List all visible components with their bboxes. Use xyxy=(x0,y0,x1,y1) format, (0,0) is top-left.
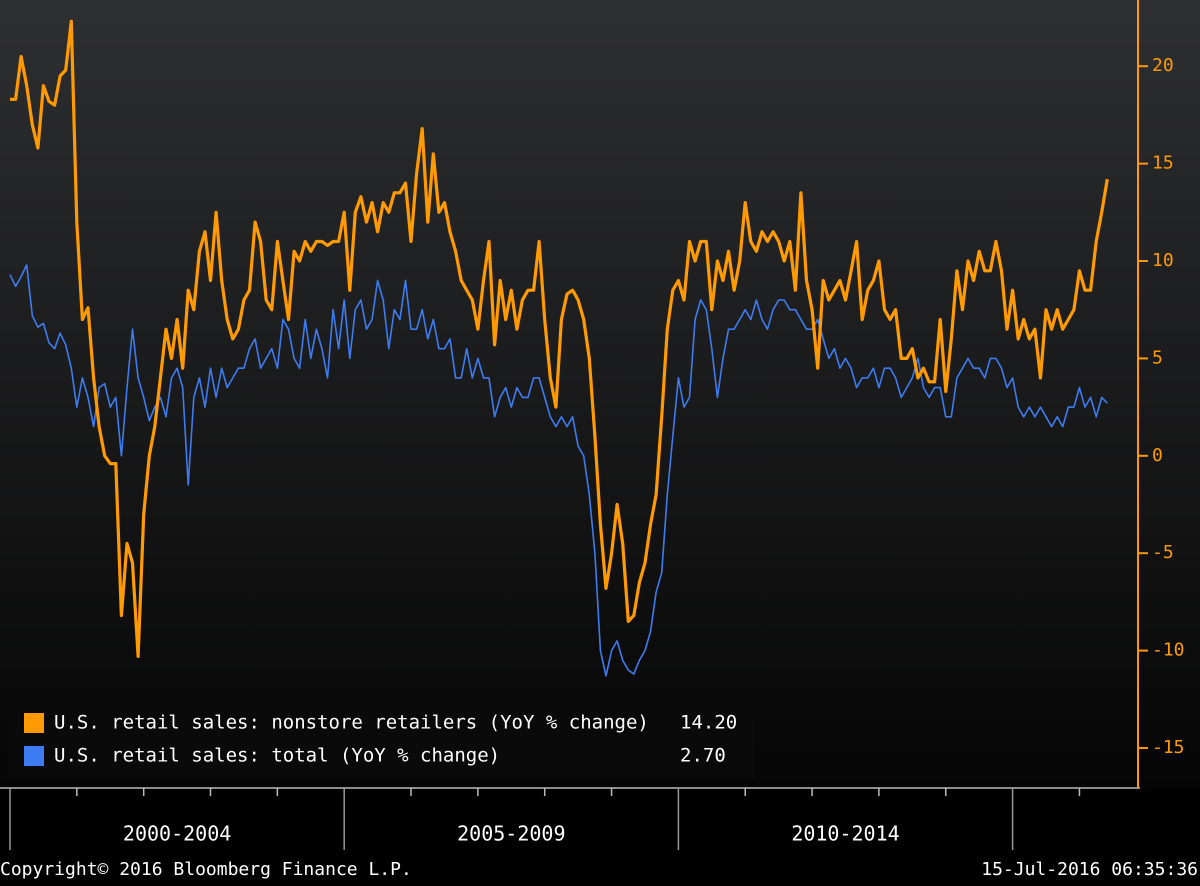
legend-value: 14.20 xyxy=(680,712,737,734)
legend-value: 2.70 xyxy=(680,745,726,767)
y-tick-label: 10 xyxy=(1152,250,1174,271)
legend-swatch xyxy=(24,713,44,733)
series-line xyxy=(9,264,1108,677)
legend-label: U.S. retail sales: total (YoY % change) xyxy=(54,745,500,767)
legend-label: U.S. retail sales: nonstore retailers (Y… xyxy=(54,712,649,734)
timestamp: 15-Jul-2016 06:35:36 xyxy=(981,859,1198,880)
y-tick-label: 5 xyxy=(1152,347,1163,368)
y-tick-label: -15 xyxy=(1152,737,1185,758)
y-tick-label: -5 xyxy=(1152,542,1174,563)
copyright: Copyright© 2016 Bloomberg Finance L.P. xyxy=(0,859,412,880)
legend-box xyxy=(8,692,755,778)
y-tick-label: 15 xyxy=(1152,153,1174,174)
x-period-label: 2005-2009 xyxy=(457,822,565,846)
plot-background xyxy=(0,0,1200,788)
x-period-label: 2010-2014 xyxy=(791,822,899,846)
axis-background xyxy=(0,788,1200,886)
legend: U.S. retail sales: nonstore retailers (Y… xyxy=(8,692,755,778)
lines xyxy=(9,19,1109,677)
legend-swatch xyxy=(24,746,44,766)
y-axis-group: 20 15 10 5 0 -5 -10 -15 2000-2004 2005-2009 2010-2… xyxy=(9,0,1185,850)
x-period-label: 2000-2004 xyxy=(123,822,231,846)
y-tick-label: 0 xyxy=(1152,445,1163,466)
series-line xyxy=(10,19,1109,658)
y-tick-label: 20 xyxy=(1152,55,1174,76)
y-tick-label: -10 xyxy=(1152,640,1185,661)
